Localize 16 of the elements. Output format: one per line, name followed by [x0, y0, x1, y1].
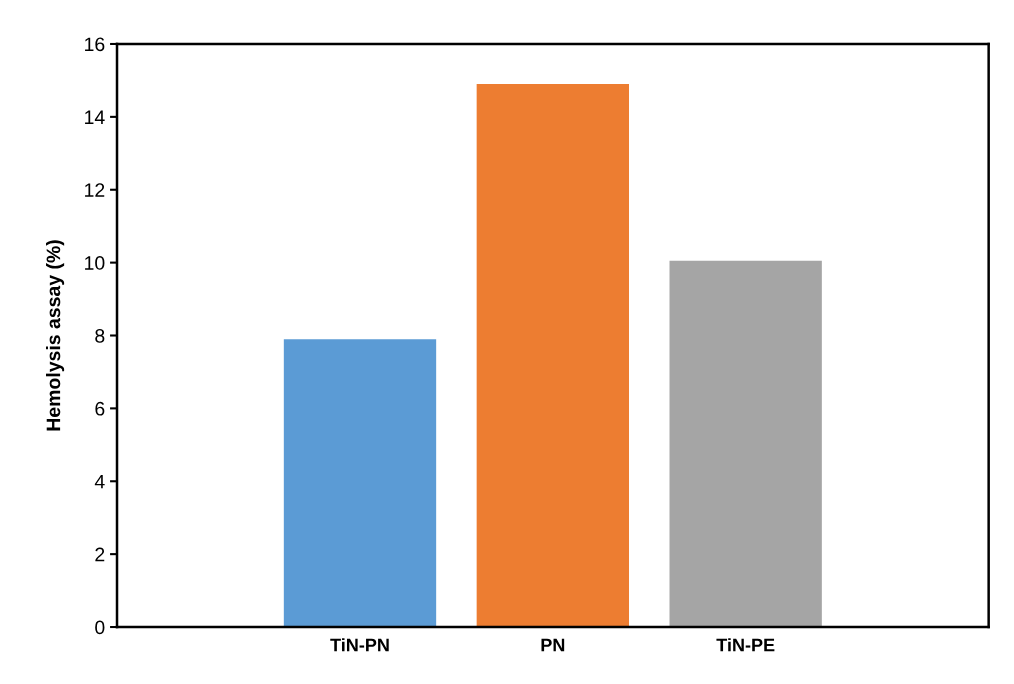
y-tick-label: 4	[94, 474, 105, 489]
y-tick-label: 12	[85, 183, 105, 197]
bar	[476, 84, 629, 628]
y-tick-label: 8	[95, 328, 105, 343]
x-tick-label: TiN-PN	[330, 638, 389, 652]
y-tick-label: 2	[95, 547, 105, 562]
y-axis-title: Hemolysis assay (%)	[46, 240, 65, 431]
y-tick-label: 0	[95, 620, 105, 635]
x-tick-label: PN	[541, 638, 565, 652]
y-tick-label: 6	[95, 401, 105, 416]
bar	[669, 260, 822, 628]
y-tick-label: 16	[85, 37, 105, 52]
x-tick-label: TiN-PE	[716, 638, 775, 652]
bar	[283, 339, 437, 628]
y-tick-label: 10	[85, 256, 105, 270]
y-tick-label: 14	[85, 110, 105, 124]
